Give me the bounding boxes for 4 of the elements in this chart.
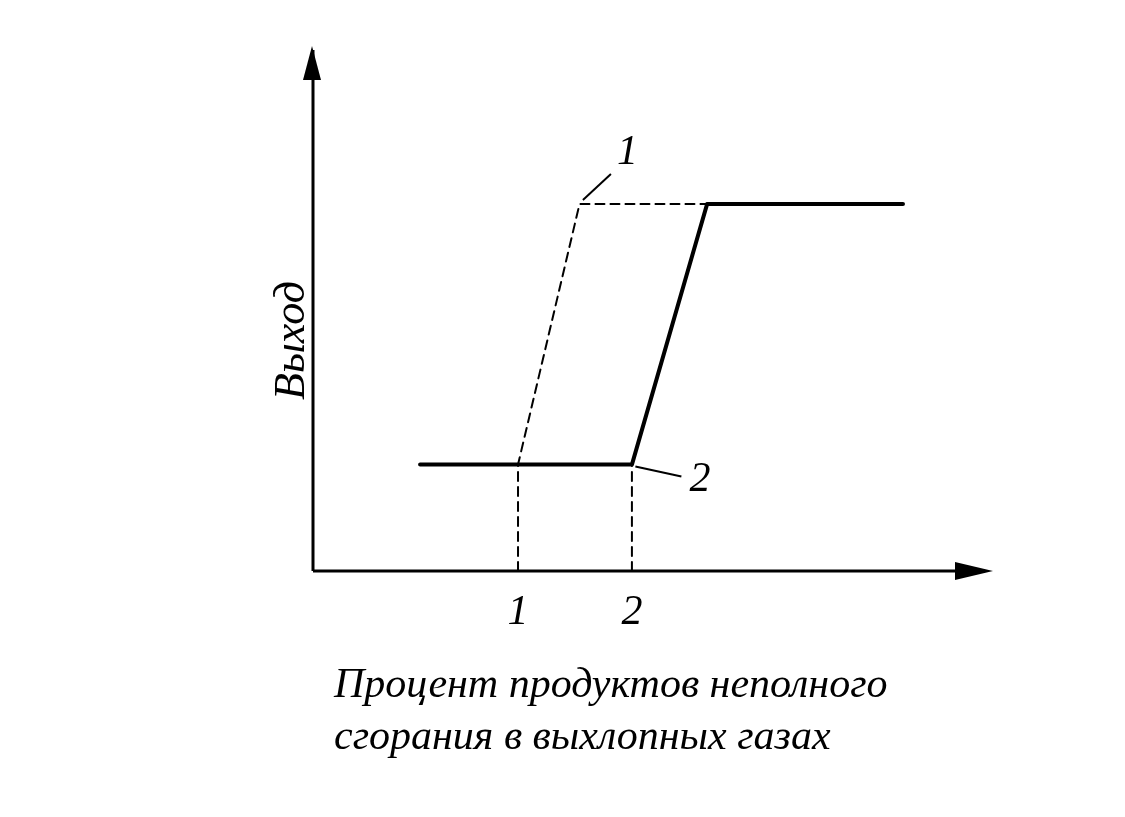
series-label: 1 bbox=[616, 127, 638, 174]
x-axis-title: Процент продуктов неполного сгорания в выхлопных газах bbox=[334, 659, 889, 760]
legend-label: 2 bbox=[689, 453, 711, 500]
y-axis-title: Выход bbox=[265, 281, 314, 400]
